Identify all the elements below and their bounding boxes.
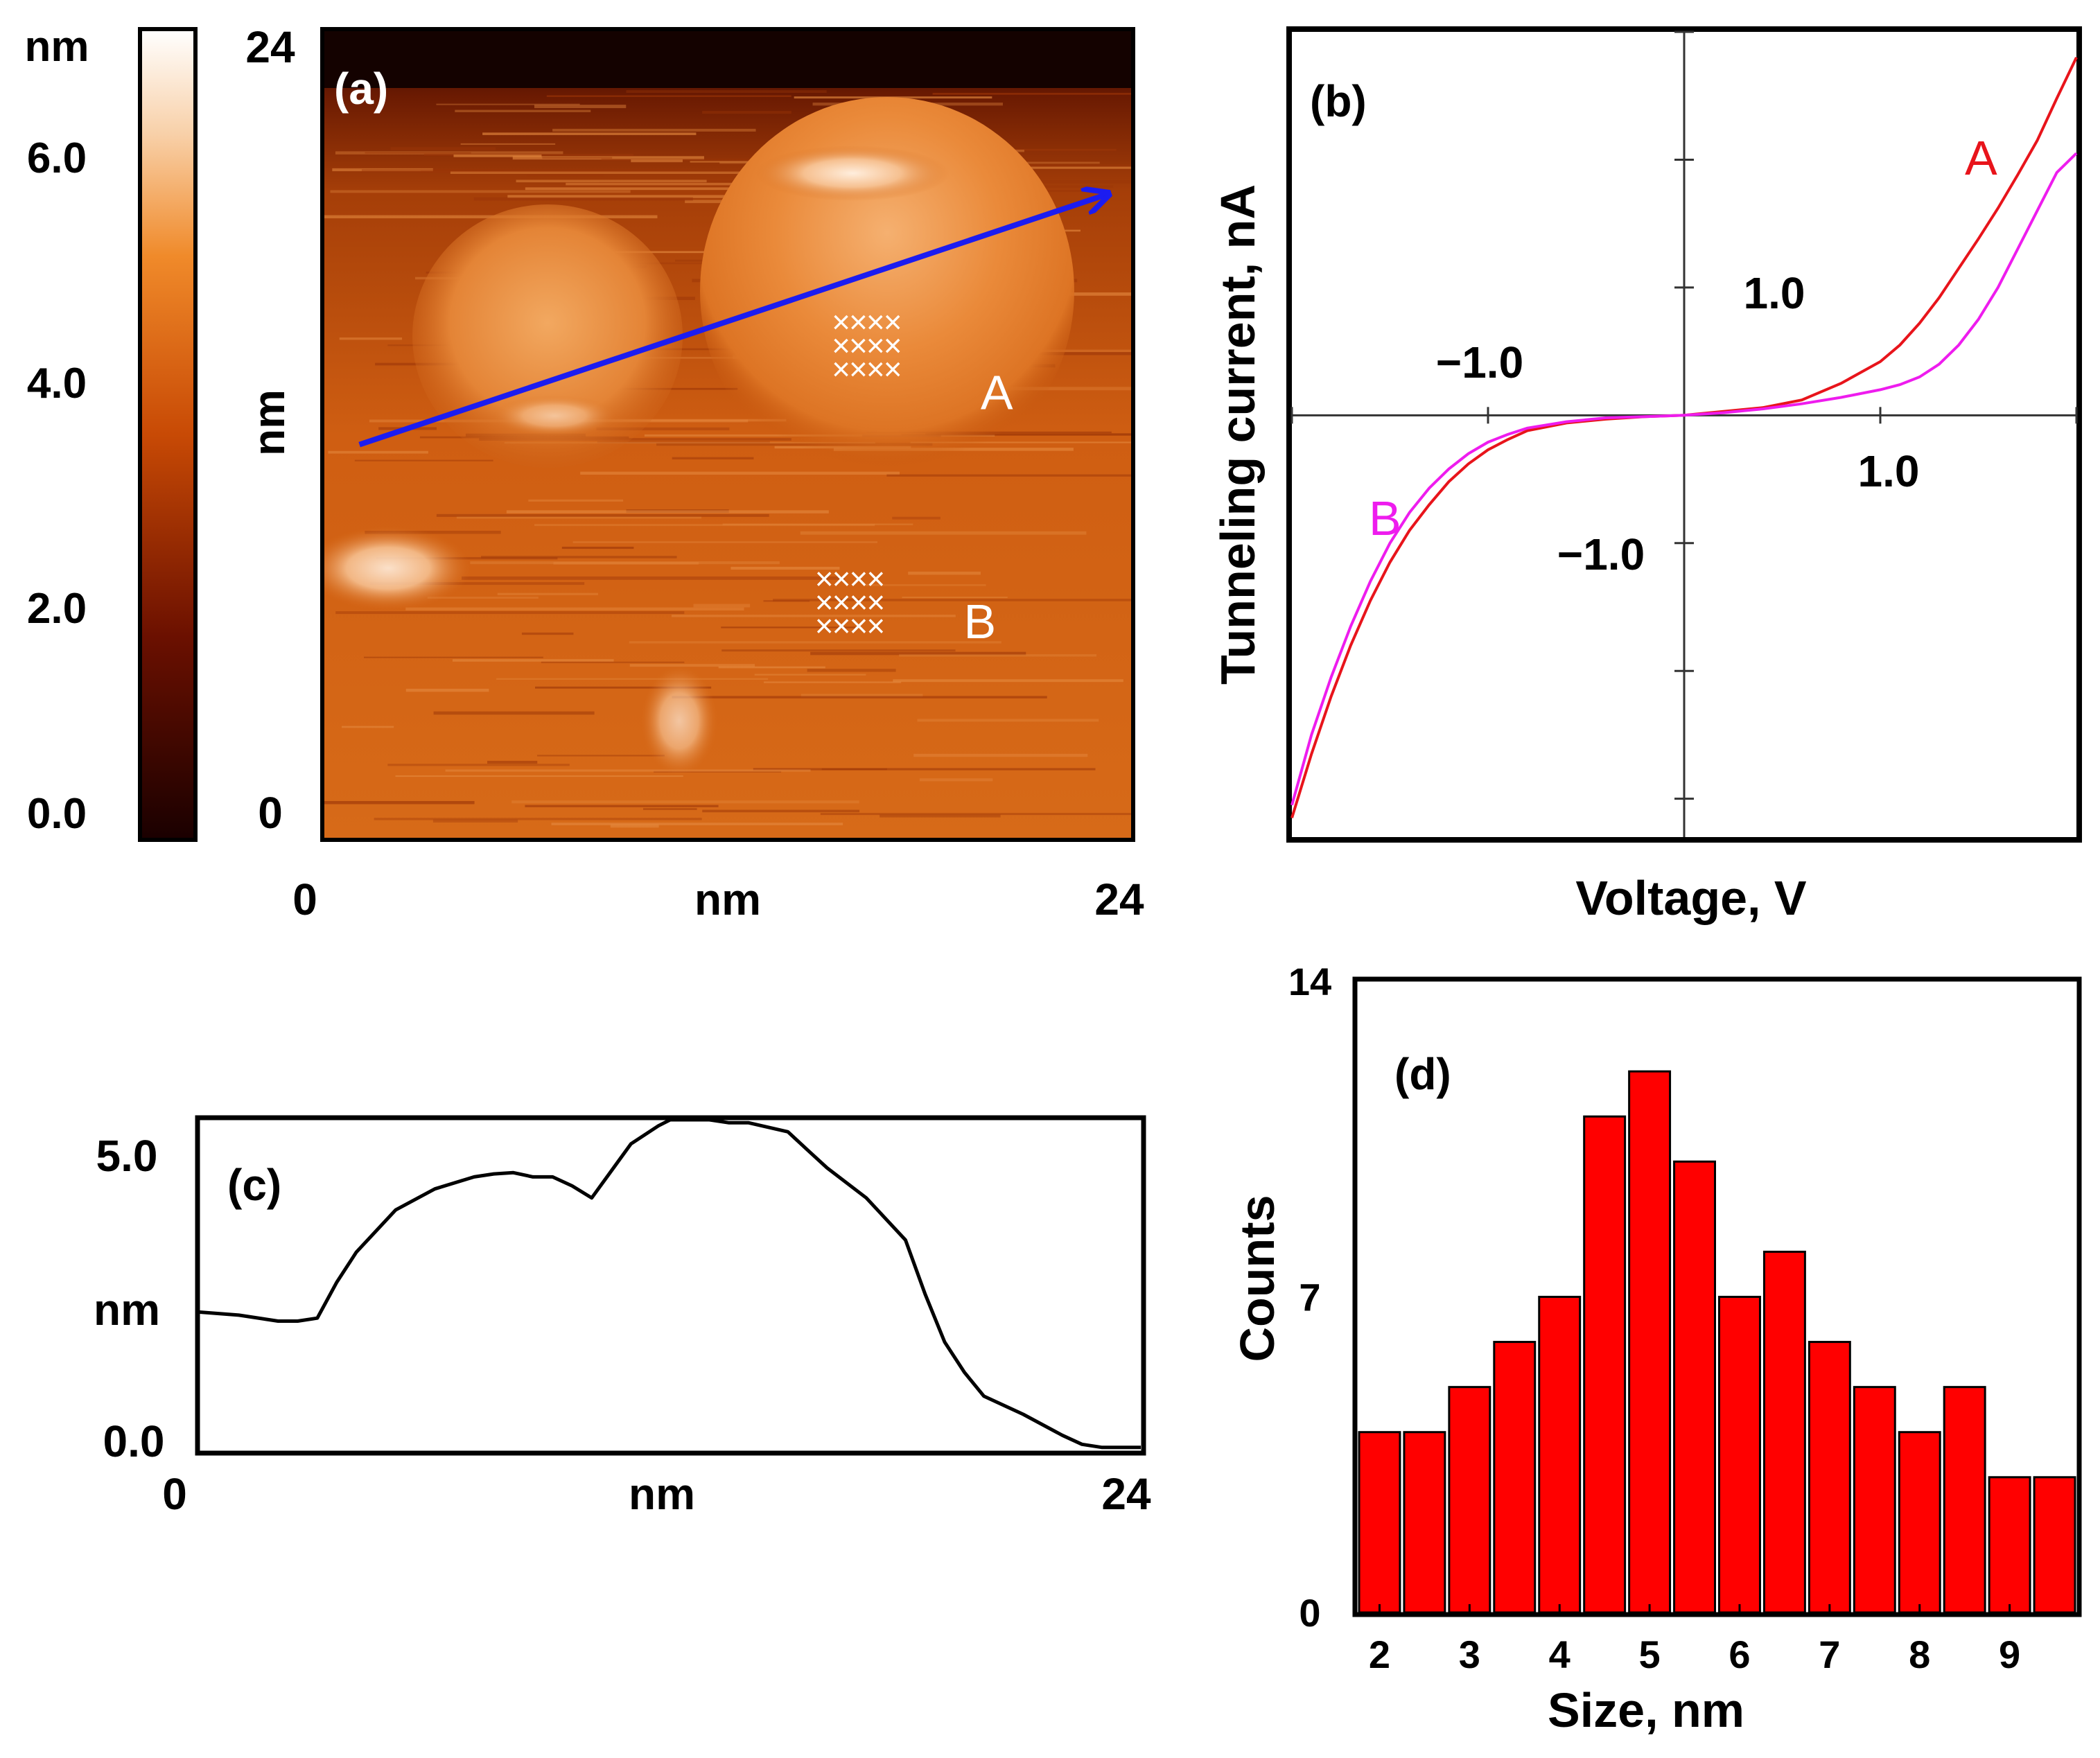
series-label-b: B xyxy=(1369,491,1401,545)
profile-arrow xyxy=(358,195,1106,448)
y-axis-label: nm xyxy=(244,389,294,456)
panel-c-label: (c) xyxy=(227,1160,281,1210)
probe-point-row: ×××× xyxy=(832,304,900,340)
x-tick-neg: −1.0 xyxy=(1436,337,1523,387)
histogram-bar xyxy=(1628,1070,1672,1614)
x-tick-left: 0 xyxy=(162,1469,187,1519)
x-axis-label: nm xyxy=(629,1469,695,1519)
histogram-bar xyxy=(1853,1386,1896,1614)
point-set-b: ×××××××××××× B xyxy=(815,561,996,649)
histogram-bar xyxy=(1583,1115,1627,1614)
colorbar-tick-label: 4.0 xyxy=(27,360,87,407)
x-axis-label: Size, nm xyxy=(1548,1683,1744,1737)
image-frame xyxy=(320,27,1135,842)
x-tick-pos: 1.0 xyxy=(1858,446,1920,496)
series xyxy=(1290,57,2078,818)
x-tick-label: 7 xyxy=(1819,1633,1840,1676)
probe-point-row: ×××× xyxy=(832,327,900,363)
x-tick-label: 5 xyxy=(1639,1633,1661,1676)
x-tick-left: 0 xyxy=(292,874,317,924)
histogram-bar xyxy=(1988,1476,2031,1614)
histogram-bar xyxy=(1718,1296,1761,1614)
colorbar-tick-label: 2.0 xyxy=(27,585,87,633)
panel-c-height-profile: (c) 5.0 0.0 nm 0 24 nm xyxy=(94,1115,1151,1519)
histogram-bar xyxy=(1538,1296,1582,1614)
x-tick-label: 4 xyxy=(1549,1633,1570,1676)
point-set-label: A xyxy=(981,365,1013,419)
y-tick-neg: −1.0 xyxy=(1557,529,1645,579)
histogram-bar xyxy=(1808,1341,1851,1614)
histogram-bar xyxy=(1358,1431,1401,1614)
colorbar-tick-label: 6.0 xyxy=(27,134,87,182)
x-axis-label: Voltage, V xyxy=(1575,871,1807,925)
panel-b-label: (b) xyxy=(1310,76,1367,126)
y-tick-pos: 1.0 xyxy=(1744,268,1805,318)
x-axis-label: nm xyxy=(694,874,761,924)
y-tick-label: 0 xyxy=(1299,1591,1320,1635)
y-axis-label: Tunneling current, nA xyxy=(1211,184,1265,685)
panel-b-iv-curves: (b) Voltage, V Tunneling current, nA 1.0… xyxy=(1211,26,2082,925)
x-tick-label: 8 xyxy=(1909,1633,1930,1676)
x-tick-label: 2 xyxy=(1369,1633,1390,1676)
y-tick-label: 14 xyxy=(1288,960,1331,1003)
panel-d-size-histogram: 2 3 4 5 6 7 8 9 0 7 14 (d) Size, nm Counts xyxy=(1230,960,2082,1737)
histogram-bar xyxy=(1898,1431,1941,1614)
probe-point-row: ×××× xyxy=(815,608,884,644)
probe-point-row: ×××× xyxy=(832,351,900,387)
point-set-a: ×××××××××××× A xyxy=(832,304,1013,419)
y-axis-label: Counts xyxy=(1230,1195,1284,1362)
x-tick-right: 24 xyxy=(1094,874,1144,924)
y-tick-top: 24 xyxy=(245,22,295,72)
x-tick-label: 3 xyxy=(1459,1633,1480,1676)
panel-a-stm-image: nm 6.04.02.00.0 ×××××××××××× A×××××××××××… xyxy=(25,22,1145,924)
point-sets: ×××××××××××× A×××××××××××× B xyxy=(815,304,1013,649)
x-tick-label: 9 xyxy=(1999,1633,2020,1676)
colorbar xyxy=(138,27,198,842)
y-tick-label: 7 xyxy=(1299,1276,1320,1319)
histogram-bar xyxy=(1448,1386,1491,1614)
panel-d-label: (d) xyxy=(1394,1049,1451,1099)
series-line-b xyxy=(1290,152,2078,806)
ticks: 2 3 4 5 6 7 8 9 0 7 14 xyxy=(1288,960,2020,1676)
panel-a-label: (a) xyxy=(334,64,388,114)
colorbar-tick-label: 0.0 xyxy=(27,790,87,838)
probe-point-row: ×××× xyxy=(815,584,884,620)
colorbar-ticks: 6.0 4.0 2.0 0.0 xyxy=(27,134,87,838)
y-tick-bottom: 0.0 xyxy=(103,1416,165,1466)
y-tick-top: 5.0 xyxy=(96,1131,158,1181)
histogram-bar xyxy=(1403,1431,1446,1614)
histogram-bar xyxy=(2033,1476,2076,1614)
height-profile-line xyxy=(199,1118,1141,1450)
x-tick-right: 24 xyxy=(1101,1469,1151,1519)
histogram-bar xyxy=(1943,1386,1986,1614)
bars xyxy=(1358,1070,2076,1614)
y-axis-label: nm xyxy=(94,1285,160,1335)
colorbar-unit: nm xyxy=(25,23,89,71)
stm-height-map xyxy=(322,29,1133,840)
x-tick-label: 6 xyxy=(1729,1633,1750,1676)
histogram-bar xyxy=(1762,1250,1806,1614)
series-label-a: A xyxy=(1965,131,1997,185)
probe-point-row: ×××× xyxy=(815,561,884,597)
point-set-label: B xyxy=(964,595,997,649)
histogram-bar xyxy=(1673,1160,1716,1614)
histogram-bar xyxy=(1493,1341,1537,1614)
y-tick-bottom: 0 xyxy=(258,788,283,838)
